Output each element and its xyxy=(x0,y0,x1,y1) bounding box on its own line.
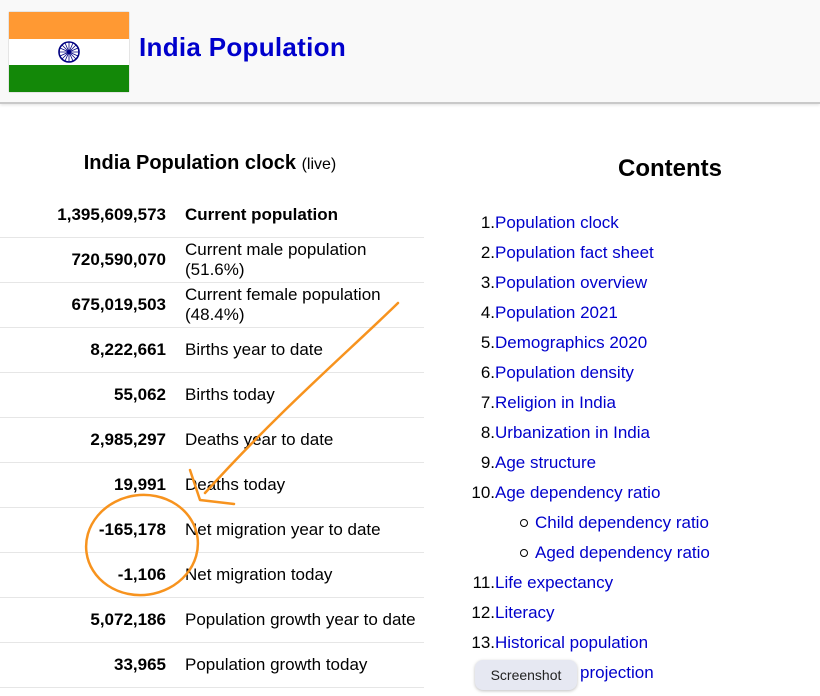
population-clock-title: India Population clock (live) xyxy=(0,152,420,175)
net-migration-ytd-label: Net migration year to date xyxy=(185,520,381,539)
india-flag-icon xyxy=(9,12,129,92)
female-population-value: 675,019,503 xyxy=(71,295,166,314)
list-item: 11. Life expectancy xyxy=(465,567,820,597)
list-item: 9. Age structure xyxy=(465,447,820,477)
contents-title: Contents xyxy=(618,155,722,182)
toc-link-literacy[interactable]: Literacy xyxy=(495,603,555,622)
circle-bullet-icon xyxy=(520,549,528,557)
table-row: 5,072,186 Population growth year to date xyxy=(0,598,424,643)
male-label-text: Current male population xyxy=(185,240,367,259)
growth-today-label: Population growth today xyxy=(185,655,368,674)
deaths-today-label: Deaths today xyxy=(185,475,286,494)
female-percent: (48.4%) xyxy=(185,305,245,324)
toc-number: 3. xyxy=(480,273,495,292)
page-header: India Population xyxy=(0,0,820,104)
toc-number: 13. xyxy=(471,633,495,652)
toc-link-urbanization[interactable]: Urbanization in India xyxy=(495,423,650,442)
toc-number: 5. xyxy=(480,333,495,352)
toc-link-demographics-2020[interactable]: Demographics 2020 xyxy=(495,333,648,352)
female-label-text: Current female population xyxy=(185,285,381,304)
table-row: 55,062 Births today xyxy=(0,373,424,418)
toc-link-population-clock[interactable]: Population clock xyxy=(495,213,619,232)
table-row: 675,019,503 Current female population (48… xyxy=(0,283,424,328)
toc-number: 8. xyxy=(480,423,495,442)
list-item: 6. Population density xyxy=(465,357,820,387)
toc-link-religion-in-india[interactable]: Religion in India xyxy=(495,393,616,412)
table-row: 2,985,297 Deaths year to date xyxy=(0,418,424,463)
table-row: 8,222,661 Births year to date xyxy=(0,328,424,373)
table-row: -1,106 Net migration today xyxy=(0,553,424,598)
page-title: India Population xyxy=(139,32,347,62)
deaths-ytd-value: 2,985,297 xyxy=(90,430,166,449)
births-ytd-value: 8,222,661 xyxy=(90,340,166,359)
births-today-value: 55,062 xyxy=(114,385,166,404)
toc-number: 9. xyxy=(480,453,495,472)
growth-ytd-label: Population growth year to date xyxy=(185,610,416,629)
list-item: Child dependency ratio xyxy=(465,507,820,537)
toc-number: 10. xyxy=(471,483,495,502)
toc-link-aged-dependency-ratio[interactable]: Aged dependency ratio xyxy=(535,543,710,562)
list-item: 7. Religion in India xyxy=(465,387,820,417)
births-ytd-label: Births year to date xyxy=(185,340,323,359)
deaths-ytd-label: Deaths year to date xyxy=(185,430,334,449)
male-percent: (51.6%) xyxy=(185,260,245,279)
screenshot-tooltip: Screenshot xyxy=(475,660,577,690)
male-population-label: Current male population (51.6%) xyxy=(170,238,424,282)
list-item: 4. Population 2021 xyxy=(465,297,820,327)
deaths-today-value: 19,991 xyxy=(114,475,166,494)
toc-link-life-expectancy[interactable]: Life expectancy xyxy=(495,573,614,592)
population-clock-table: 1,395,609,573 Current population 720,590… xyxy=(0,193,424,688)
toc-link-historical-population[interactable]: Historical population xyxy=(495,633,649,652)
toc-number: 1. xyxy=(480,213,495,232)
toc-link-population-fact-sheet[interactable]: Population fact sheet xyxy=(495,243,654,262)
table-row: 1,395,609,573 Current population xyxy=(0,193,424,238)
net-migration-today-value: -1,106 xyxy=(117,565,166,584)
list-item: 13. Historical population xyxy=(465,627,820,657)
list-item: 1. Population clock xyxy=(465,207,820,237)
toc-number: 11. xyxy=(472,573,495,592)
toc-link-age-structure[interactable]: Age structure xyxy=(495,453,597,472)
growth-today-value: 33,965 xyxy=(114,655,166,674)
births-today-label: Births today xyxy=(185,385,275,404)
list-item: 3. Population overview xyxy=(465,267,820,297)
toc-number: 6. xyxy=(480,363,495,382)
list-item: 12. Literacy xyxy=(465,597,820,627)
table-row: 720,590,070 Current male population (51.6… xyxy=(0,238,424,283)
toc-number: 7. xyxy=(480,393,495,412)
list-item: 10. Age dependency ratio xyxy=(465,477,820,507)
toc-number: 2. xyxy=(480,243,495,262)
toc-link-population-density[interactable]: Population density xyxy=(495,363,634,382)
current-population-value: 1,395,609,573 xyxy=(57,205,166,224)
toc-link-population-overview[interactable]: Population overview xyxy=(495,273,648,292)
female-population-label: Current female population (48.4%) xyxy=(170,283,424,327)
growth-ytd-value: 5,072,186 xyxy=(90,610,166,629)
clock-title-text: India Population clock xyxy=(83,152,296,174)
table-row: 33,965 Population growth today xyxy=(0,643,424,688)
toc-link-projection[interactable]: projection xyxy=(580,663,654,682)
toc-link-age-dependency-ratio[interactable]: Age dependency ratio xyxy=(495,483,661,502)
list-item: 8. Urbanization in India xyxy=(465,417,820,447)
current-population-label: Current population xyxy=(185,205,338,224)
circle-bullet-icon xyxy=(520,519,528,527)
net-migration-ytd-value: -165,178 xyxy=(98,520,166,539)
live-label: (live) xyxy=(301,156,337,173)
toc-link-population-2021[interactable]: Population 2021 xyxy=(495,303,618,322)
toc-number: 12. xyxy=(471,603,495,622)
toc-link-child-dependency-ratio[interactable]: Child dependency ratio xyxy=(535,513,709,532)
list-item: Aged dependency ratio xyxy=(465,537,820,567)
male-population-value: 720,590,070 xyxy=(71,250,166,269)
net-migration-today-label: Net migration today xyxy=(185,565,333,584)
table-row: -165,178 Net migration year to date xyxy=(0,508,424,553)
list-item: 5. Demographics 2020 xyxy=(465,327,820,357)
toc-number: 4. xyxy=(480,303,495,322)
contents-list: 1. Population clock 2. Population fact she… xyxy=(465,207,820,687)
table-row: 19,991 Deaths today xyxy=(0,463,424,508)
list-item: 2. Population fact sheet xyxy=(465,237,820,267)
